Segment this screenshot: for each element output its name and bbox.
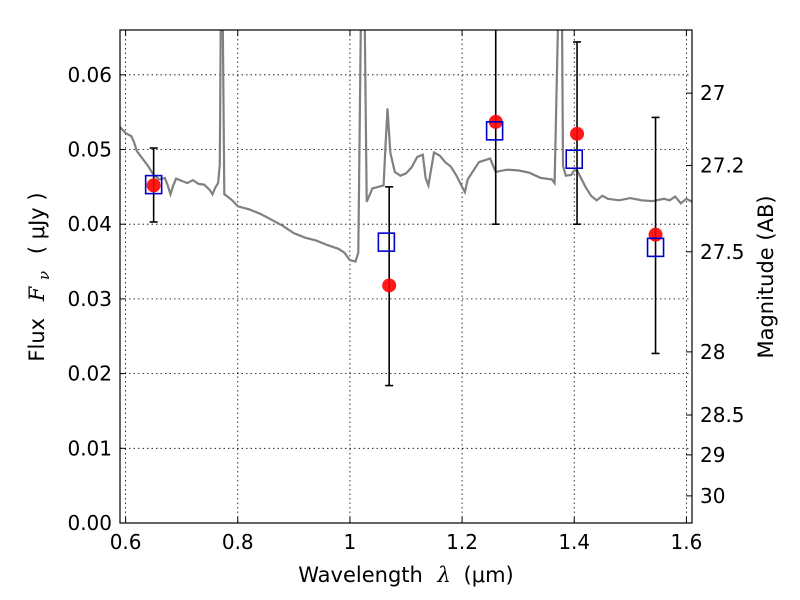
x-axis-title: Wavelength λ (μm) (298, 563, 513, 587)
y-axis-subscript: ν (35, 271, 53, 280)
y-tick-label: 0.06 (67, 63, 112, 87)
y2-tick-label: 27 (700, 81, 725, 105)
y2-tick-label: 27.2 (700, 153, 745, 177)
y-tick-label: 0.05 (67, 138, 112, 162)
x-tick-label: 1.6 (670, 530, 702, 554)
y-tick-label: 0.03 (67, 287, 112, 311)
model-point (144, 174, 163, 195)
x-tick-label: 0.6 (110, 530, 142, 554)
y2-tick-label: 27.5 (700, 240, 745, 264)
y2-tick-label: 30 (700, 484, 725, 508)
observed-point (146, 178, 161, 193)
y2-axis-title: Magnitude (AB) (754, 195, 778, 358)
y-axis-title: Flux F ν ( μJy ) (25, 192, 54, 361)
y2-tick-label: 28 (700, 340, 725, 364)
observed-point (570, 126, 585, 141)
y-tick-label: 0.01 (67, 436, 112, 460)
observed-point (382, 278, 397, 293)
axes: 0.6 0.8 1 1.2 1.4 1.6 0.00 0.01 0.02 0.03 0.04 0.05… (67, 30, 745, 554)
y-tick-label: 0.02 (67, 362, 112, 386)
x-axis-title-prefix: Wavelength (298, 563, 423, 587)
y2-tick-label: 29 (700, 443, 725, 467)
plot-area (120, 30, 692, 387)
y2-tick-label: 28.5 (700, 403, 745, 427)
x-tick-label: 1.2 (446, 530, 478, 554)
grid (120, 30, 692, 524)
observed-point (648, 227, 663, 242)
y-axis-unit: ( μJy ) (25, 192, 49, 254)
model-point (485, 121, 504, 141)
y-axis-symbol: F (25, 285, 49, 302)
x-tick-label: 1 (344, 530, 357, 554)
x-tick-label: 1.4 (558, 530, 590, 554)
plot-frame (119, 29, 693, 524)
x-axis-symbol: λ (437, 563, 451, 587)
y-axis-title-prefix: Flux (25, 318, 49, 362)
spectrum-line (120, 30, 692, 263)
model-point (646, 237, 665, 258)
y-tick-label: 0.00 (67, 511, 112, 535)
x-tick-label: 0.8 (222, 530, 254, 554)
x-axis-unit: (μm) (464, 563, 514, 587)
model-point (565, 149, 584, 170)
y-tick-label: 0.04 (67, 212, 112, 236)
model-point (377, 232, 396, 252)
